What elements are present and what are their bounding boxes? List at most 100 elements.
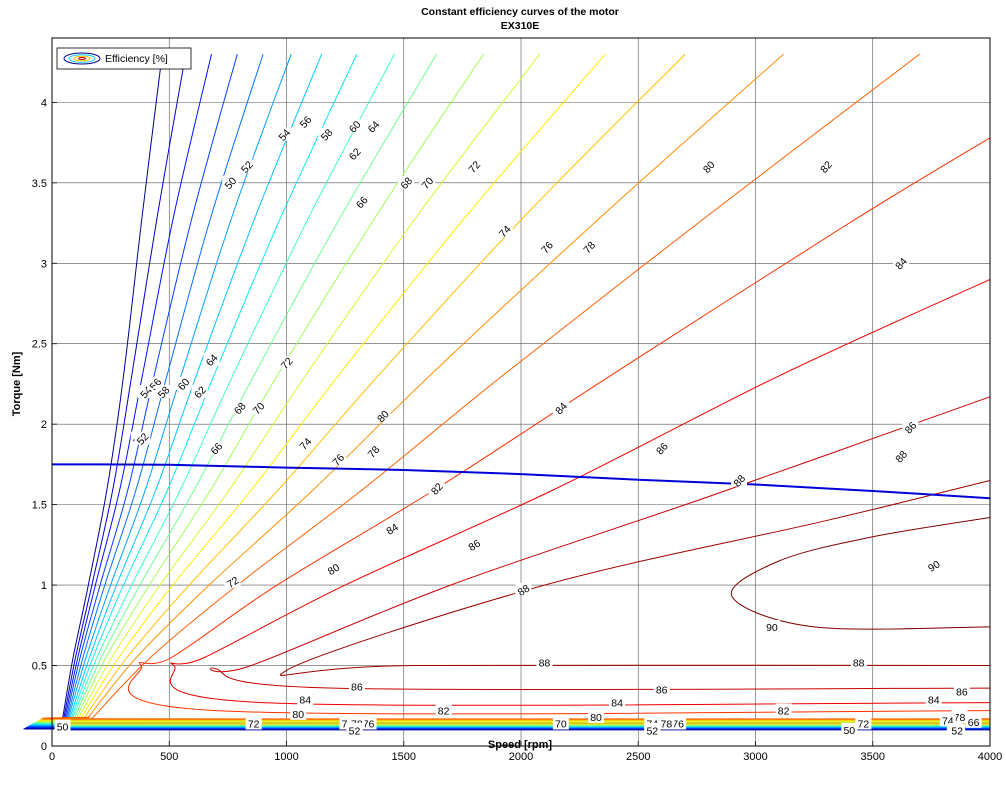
contour-line-54 (64, 53, 212, 719)
legend-contour-icon (63, 52, 101, 65)
svg-text:86: 86 (466, 537, 482, 553)
contour-label-88: 88 (536, 655, 553, 669)
contour-label-72: 72 (224, 574, 241, 591)
contour-line-72 (77, 53, 541, 719)
chart-title: Constant efficiency curves of the motor (421, 6, 619, 18)
contour-line-86 (209, 396, 991, 691)
contour-line-76 (83, 53, 686, 719)
contour-line-64 (70, 53, 358, 719)
contour-label-50: 50 (841, 722, 858, 737)
contour-label-82: 82 (435, 703, 452, 718)
contour-label-86: 86 (653, 682, 670, 697)
contour-label-58: 58 (155, 384, 173, 401)
y-tick-label: 0 (41, 741, 47, 753)
svg-text:84: 84 (299, 694, 311, 706)
contour-line-52 (63, 54, 187, 719)
contour-label-88: 88 (731, 473, 748, 490)
contour-label-80: 80 (325, 562, 342, 578)
svg-text:88: 88 (853, 657, 865, 669)
max-torque-curve (51, 463, 991, 500)
contour-label-62: 62 (346, 146, 364, 163)
contour-label-52: 52 (134, 431, 151, 448)
contour-label-78: 78 (581, 239, 598, 256)
contour-label-76: 76 (538, 239, 556, 256)
contour-label-82: 82 (775, 703, 792, 718)
contour-lines (23, 53, 991, 731)
contour-label-58: 58 (318, 127, 336, 144)
contour-label-84: 84 (609, 695, 626, 710)
contour-label-52: 52 (346, 723, 363, 738)
contour-label-70: 70 (552, 716, 569, 730)
x-tick-label: 3500 (861, 751, 885, 763)
contour-line-70 (75, 53, 484, 719)
contour-line-80 (91, 53, 921, 719)
svg-text:90: 90 (766, 622, 778, 634)
contour-label-84: 84 (297, 692, 314, 706)
y-tick-label: 0.5 (32, 661, 47, 673)
contour-label-76: 76 (330, 452, 347, 469)
chart-subtitle: EX310E (501, 20, 540, 32)
max-torque-curve-layer (51, 463, 991, 500)
contour-label-70: 70 (250, 400, 268, 417)
svg-text:82: 82 (438, 706, 450, 718)
svg-text:86: 86 (656, 685, 668, 697)
contour-label-72: 72 (466, 159, 483, 176)
contour-label-68: 68 (398, 175, 415, 192)
contour-label-90: 90 (925, 558, 943, 575)
svg-text:86: 86 (351, 681, 363, 693)
contour-line-82 (127, 137, 991, 715)
svg-text:88: 88 (539, 657, 551, 669)
svg-text:72: 72 (225, 574, 241, 590)
contour-label-90: 90 (763, 619, 780, 634)
x-tick-label: 0 (49, 751, 55, 763)
contour-label-78: 78 (658, 716, 675, 730)
contour-label-60: 60 (175, 376, 193, 393)
svg-text:90: 90 (926, 558, 942, 574)
contour-label-52: 52 (238, 159, 256, 176)
svg-text:72: 72 (858, 718, 870, 730)
svg-text:66: 66 (968, 717, 980, 729)
contour-line-50 (62, 54, 163, 719)
contour-label-86: 86 (653, 441, 671, 457)
contour-label-88: 88 (515, 583, 532, 599)
contour-label-72: 72 (245, 716, 262, 730)
contour-band-78 (41, 717, 991, 721)
x-tick-label: 500 (160, 751, 178, 763)
contour-label-80: 80 (700, 159, 718, 176)
y-axis-label: Torque [Nm] (11, 351, 23, 416)
x-axis-label: Speed [rpm] (488, 739, 553, 751)
svg-text:76: 76 (672, 718, 684, 730)
svg-text:84: 84 (384, 521, 400, 537)
contour-label-70: 70 (419, 175, 436, 192)
contour-line-60 (67, 53, 292, 719)
x-tick-label: 1000 (274, 751, 298, 763)
contour-label-84: 84 (925, 692, 942, 706)
contour-line-84 (169, 278, 991, 706)
svg-text:78: 78 (954, 712, 966, 724)
legend: Efficiency [%] (56, 47, 192, 70)
contour-line-66 (72, 53, 395, 719)
contour-label-86: 86 (953, 684, 970, 698)
svg-text:76: 76 (363, 718, 375, 730)
x-tick-label: 2500 (626, 751, 650, 763)
svg-text:52: 52 (349, 726, 361, 738)
svg-text:84: 84 (611, 698, 623, 710)
svg-text:72: 72 (248, 718, 260, 730)
contour-band-80 (42, 716, 991, 720)
axis-ticks: 0 500 1000 1500 2000 2500 3000 3500 4000 0 0.5 1 1.5… (32, 97, 1003, 763)
contour-label-86: 86 (466, 537, 483, 554)
svg-text:50: 50 (843, 725, 855, 737)
svg-text:82: 82 (778, 706, 790, 718)
contour-line-88 (280, 480, 991, 676)
contour-label-84: 84 (892, 255, 910, 272)
svg-text:78: 78 (661, 718, 673, 730)
svg-text:80: 80 (326, 562, 342, 578)
contour-line-58 (66, 53, 264, 719)
svg-text:74: 74 (942, 715, 954, 727)
svg-text:88: 88 (516, 583, 532, 599)
contour-label-56: 56 (297, 114, 314, 131)
contour-label-84: 84 (384, 521, 401, 538)
svg-text:80: 80 (292, 709, 304, 721)
contour-line-74 (80, 53, 606, 719)
